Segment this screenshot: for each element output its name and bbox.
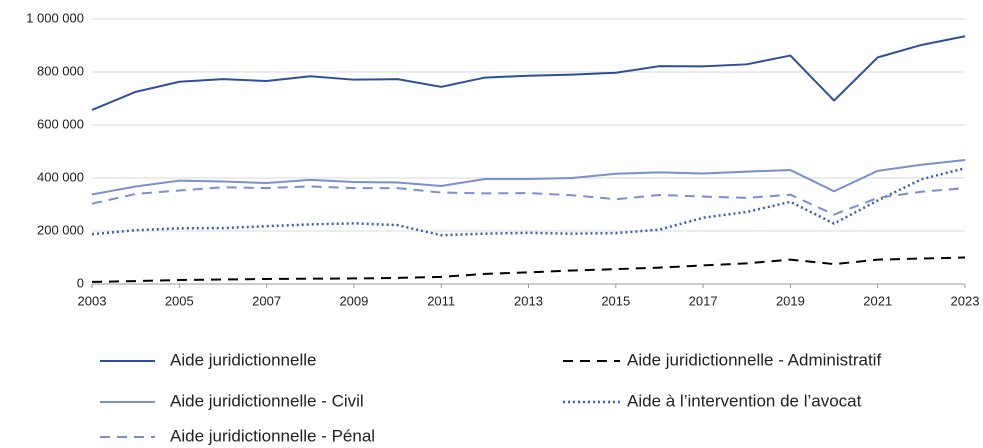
legend-label: Aide juridictionnelle - Administratif (627, 350, 881, 369)
legend-label: Aide juridictionnelle - Civil (170, 391, 364, 410)
x-tick-label: 2023 (951, 293, 980, 308)
x-tick-label: 2013 (514, 293, 543, 308)
x-tick-label: 2015 (601, 293, 630, 308)
y-tick-label: 200 000 (37, 222, 84, 237)
y-tick-label: 800 000 (37, 63, 84, 78)
series-line (91, 35, 966, 111)
x-tick-label: 2019 (776, 293, 805, 308)
series-line (91, 166, 966, 237)
x-tick-label: 2005 (165, 293, 194, 308)
legend-label: Aide juridictionnelle (170, 350, 316, 369)
x-tick-label: 2017 (689, 293, 718, 308)
y-tick-label: 600 000 (37, 116, 84, 131)
x-tick-label: 2011 (427, 293, 455, 308)
legend-label: Aide juridictionnelle - Pénal (170, 426, 375, 445)
y-tick-label: 0 (77, 275, 84, 290)
x-tick-label: 2003 (78, 293, 107, 308)
series-line (91, 185, 966, 216)
x-tick-label: 2009 (339, 293, 368, 308)
legend-label: Aide à l’intervention de l’avocat (627, 391, 862, 410)
y-tick-label: 1 000 000 (26, 10, 84, 25)
y-tick-label: 400 000 (37, 169, 84, 184)
x-tick-label: 2021 (863, 293, 892, 308)
series-line (91, 256, 966, 283)
x-tick-label: 2007 (252, 293, 281, 308)
series-line (91, 158, 966, 196)
